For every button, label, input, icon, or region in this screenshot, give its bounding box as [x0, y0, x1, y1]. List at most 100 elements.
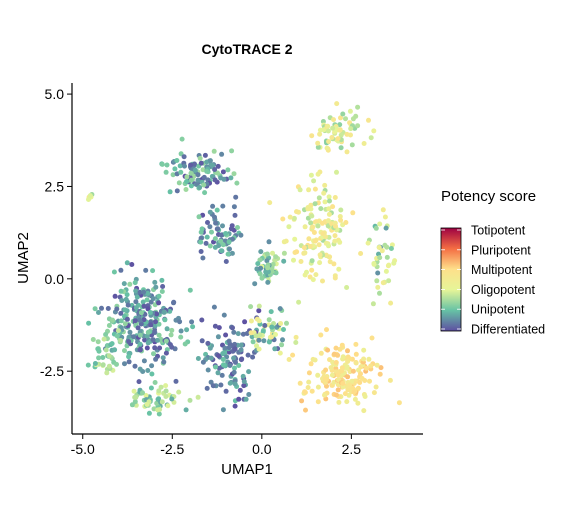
- cell-point: [318, 206, 324, 212]
- cell-point: [263, 269, 269, 275]
- data-points: [85, 101, 402, 417]
- cell-point: [150, 337, 156, 343]
- cell-point: [379, 248, 385, 254]
- cell-point: [154, 337, 160, 343]
- cell-point: [156, 300, 162, 306]
- cell-point: [254, 266, 260, 272]
- cell-point: [299, 398, 305, 404]
- cell-point: [240, 331, 246, 337]
- cell-point: [129, 402, 135, 408]
- cell-point: [242, 319, 248, 325]
- cell-point: [141, 303, 147, 309]
- cell-point: [143, 393, 149, 398]
- cell-point: [203, 240, 209, 246]
- cell-point: [272, 346, 278, 352]
- cell-point: [141, 289, 147, 295]
- cell-point: [237, 387, 243, 393]
- cell-point: [105, 306, 111, 311]
- cell-point: [145, 306, 151, 312]
- cell-point: [329, 372, 335, 378]
- cell-point: [311, 230, 317, 235]
- cell-point: [152, 380, 158, 385]
- cell-point: [235, 331, 241, 337]
- cell-point: [131, 334, 137, 340]
- cell-point: [112, 293, 118, 299]
- cell-point: [163, 388, 169, 394]
- cell-point: [127, 329, 133, 335]
- cell-point: [232, 381, 238, 387]
- cell-point: [344, 399, 350, 405]
- cell-point: [329, 135, 335, 140]
- cell-point: [303, 407, 308, 413]
- cell-point: [155, 407, 161, 413]
- cell-point: [125, 302, 131, 308]
- cell-point: [326, 211, 332, 217]
- cell-point: [160, 355, 166, 361]
- cell-point: [122, 307, 128, 313]
- cell-point: [345, 374, 351, 380]
- cell-point: [330, 125, 336, 131]
- cell-point: [126, 339, 132, 345]
- cell-point: [133, 305, 139, 311]
- cell-point: [153, 284, 159, 290]
- cell-point: [348, 132, 353, 138]
- cell-point: [127, 281, 133, 287]
- cell-point: [137, 347, 143, 353]
- cell-point: [366, 356, 372, 362]
- cell-point: [163, 383, 169, 389]
- cell-point: [86, 197, 91, 202]
- cell-point: [361, 356, 367, 362]
- cell-point: [201, 174, 207, 180]
- cell-point: [281, 250, 287, 256]
- cell-point: [231, 204, 237, 210]
- cell-point: [324, 145, 330, 151]
- cell-point: [165, 403, 171, 409]
- cell-point: [248, 304, 254, 310]
- cell-point: [138, 310, 144, 316]
- legend-label: Pluripotent: [471, 243, 531, 257]
- cell-point: [358, 371, 363, 377]
- y-tick-label: -2.5: [40, 363, 64, 379]
- cell-point: [375, 284, 381, 290]
- cell-point: [246, 392, 252, 397]
- cell-point: [114, 361, 119, 367]
- cell-point: [231, 369, 237, 375]
- cell-point: [356, 367, 361, 373]
- cell-point: [174, 158, 180, 163]
- cell-point: [367, 378, 372, 384]
- cell-point: [325, 218, 331, 224]
- cell-point: [179, 136, 185, 142]
- cell-point: [296, 299, 302, 305]
- cell-point: [269, 324, 275, 330]
- cell-point: [256, 303, 262, 309]
- cell-point: [150, 268, 156, 274]
- cell-point: [281, 327, 286, 332]
- cell-point: [362, 394, 368, 399]
- cell-point: [318, 332, 324, 338]
- legend-labels: Totipotent Pluripotent Multipotent Oligopot…: [441, 224, 545, 337]
- cell-point: [124, 316, 130, 322]
- cell-point: [306, 236, 312, 242]
- cell-point: [327, 259, 333, 265]
- cell-point: [169, 396, 175, 402]
- cell-point: [176, 180, 182, 186]
- cell-point: [122, 321, 128, 327]
- cell-point: [333, 223, 338, 229]
- x-tick-label: -5.0: [71, 441, 95, 457]
- cell-point: [260, 329, 266, 335]
- cell-point: [106, 363, 112, 369]
- cell-point: [231, 329, 237, 335]
- cell-point: [338, 207, 344, 213]
- cell-point: [350, 210, 356, 216]
- cell-point: [220, 223, 225, 229]
- cell-point: [297, 380, 303, 386]
- cell-point: [335, 372, 341, 378]
- cell-point: [291, 257, 296, 263]
- cell-point: [355, 104, 361, 110]
- cell-point: [99, 305, 104, 311]
- cell-point: [181, 154, 187, 160]
- cell-point: [309, 267, 315, 273]
- cell-point: [364, 365, 369, 371]
- cell-point: [309, 388, 315, 394]
